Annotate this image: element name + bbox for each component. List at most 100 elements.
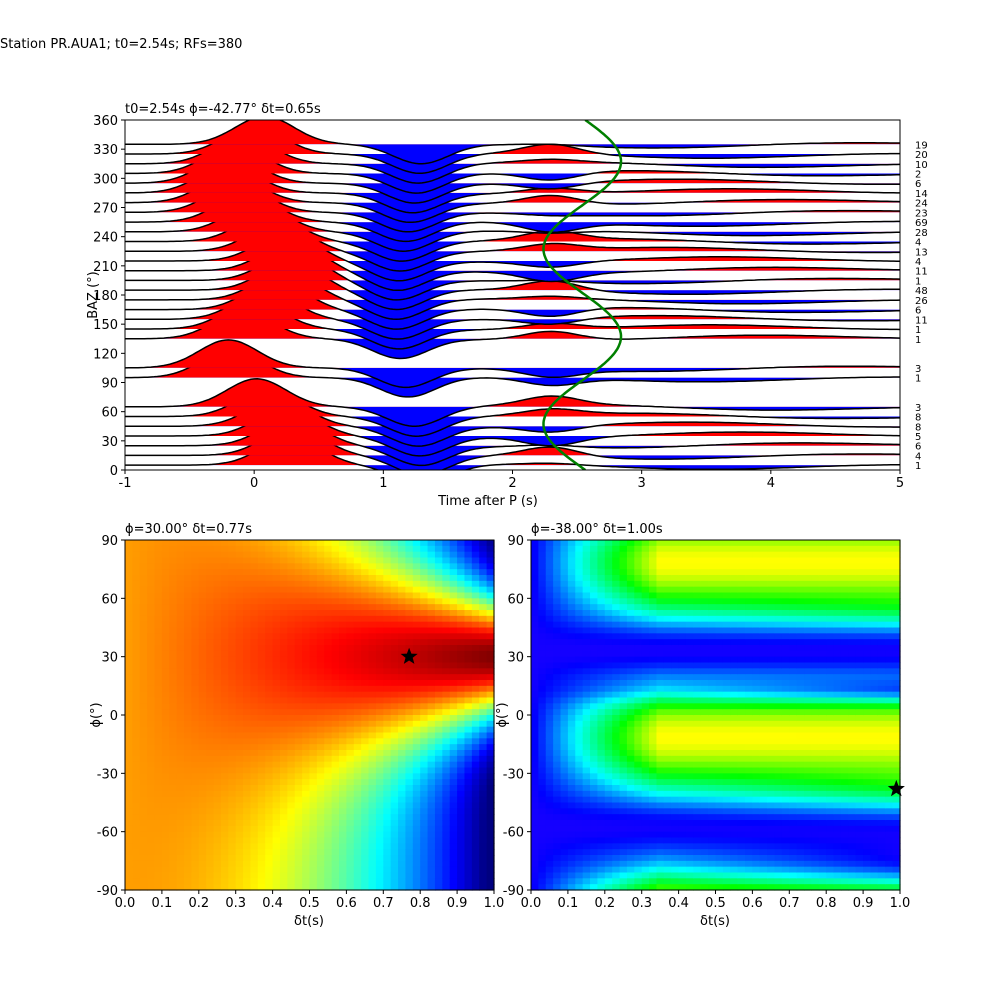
heatmap-cell xyxy=(339,790,347,798)
heatmap-cell xyxy=(198,709,207,716)
rf-bin-counts: 1465883131111626481114134286923241462102… xyxy=(915,140,928,472)
heatmap-cell xyxy=(375,709,384,716)
heatmap-cell xyxy=(590,621,599,629)
heatmap-cell xyxy=(154,855,163,862)
heatmap-cell xyxy=(368,685,377,693)
heatmap-cell xyxy=(228,545,237,553)
heatmap-cell xyxy=(708,855,717,862)
heatmap-cell xyxy=(206,598,215,605)
heatmap-cell xyxy=(663,738,672,745)
heatmap-cell xyxy=(582,726,591,734)
heatmap-cell xyxy=(582,860,591,868)
heatmap-cell xyxy=(161,744,170,751)
heatmap-cell xyxy=(346,610,355,617)
heatmap-cell xyxy=(457,569,466,576)
heatmap-cell xyxy=(590,598,599,605)
heatmap-cell xyxy=(176,598,185,605)
heatmap-cell xyxy=(309,726,318,734)
heatmap-cell xyxy=(346,825,355,833)
heatmap-cell xyxy=(597,808,606,815)
heatmap-cell xyxy=(434,843,443,850)
heatmap-cell xyxy=(287,831,296,839)
heatmap-cell xyxy=(531,761,539,769)
heatmap-cell xyxy=(220,586,229,594)
heatmap-cell xyxy=(449,820,458,827)
heatmap-cell xyxy=(139,837,148,844)
heatmap-cell xyxy=(567,610,576,617)
rf-bin-count: 11 xyxy=(915,315,928,326)
heatmap-cell xyxy=(309,615,318,623)
heatmap-cell xyxy=(294,732,303,739)
heatmap-cell xyxy=(619,580,628,588)
heatmap-cell xyxy=(132,796,141,804)
heatmap-cell xyxy=(531,575,539,582)
heatmap-cell xyxy=(250,662,259,669)
heatmap-cell xyxy=(324,720,333,728)
heatmap-cell xyxy=(161,709,170,716)
heatmap-cell xyxy=(220,674,229,681)
heatmap-cell xyxy=(154,837,163,844)
heatmap-cell xyxy=(265,796,274,804)
heatmap-cell xyxy=(309,703,318,710)
heatmap-cell xyxy=(612,732,621,739)
heatmap-cell xyxy=(294,709,303,716)
heatmap-cell xyxy=(471,761,480,769)
heatmap-cell xyxy=(531,674,539,681)
heatmap-cell xyxy=(471,825,480,833)
heatmap-cell xyxy=(656,691,665,699)
heatmap-cell xyxy=(220,551,229,559)
heatmap-cell xyxy=(339,715,347,722)
heatmap-cell xyxy=(383,796,392,804)
heatmap-cell xyxy=(309,720,318,728)
heatmap-cell xyxy=(139,569,148,576)
heatmap-cell xyxy=(442,691,451,699)
heatmap-cell xyxy=(582,674,591,681)
heatmap-cell xyxy=(649,773,658,780)
heatmap-cell xyxy=(538,785,547,792)
heatmap-cell xyxy=(486,831,495,839)
heatmap-cell xyxy=(206,796,215,804)
heatmap-cell xyxy=(147,738,156,745)
heatmap-cell xyxy=(272,691,281,699)
heatmap-cell xyxy=(560,715,569,722)
heatmap-cell xyxy=(309,860,318,868)
heatmap-cell xyxy=(250,610,259,617)
heatmap-cell xyxy=(257,738,266,745)
heatmap-cell xyxy=(309,598,318,605)
heatmap-cell xyxy=(235,843,244,850)
heatmap-cell xyxy=(538,884,547,891)
heatmap-cell xyxy=(398,750,407,757)
heatmap-cell xyxy=(265,878,274,885)
heatmap-cell xyxy=(575,662,584,669)
heatmap-cell xyxy=(361,604,370,611)
heatmap-cell xyxy=(302,773,311,780)
heatmap-cell xyxy=(228,755,237,763)
heatmap-cell xyxy=(161,540,170,547)
heatmap-cell xyxy=(309,872,318,879)
heatmap-cell xyxy=(250,767,259,774)
heatmap-cell xyxy=(479,627,488,634)
heatmap-cell xyxy=(434,849,443,856)
heatmap-cell xyxy=(398,633,407,640)
heatmap-cell xyxy=(737,738,746,745)
heatmap-cell xyxy=(154,586,163,594)
heatmap-cell xyxy=(243,843,252,850)
heatmap-cell xyxy=(250,831,259,839)
heatmap-cell xyxy=(139,563,148,570)
heatmap-cell xyxy=(294,849,303,856)
heatmap-cell xyxy=(383,557,392,564)
heatmap-cell xyxy=(353,604,362,611)
heatmap-cell xyxy=(597,732,606,739)
heatmap-cell xyxy=(316,837,325,844)
heatmap-cell xyxy=(390,855,399,862)
heatmap-cell xyxy=(693,569,702,576)
heatmap-y-tick-label: 30 xyxy=(101,651,118,666)
heatmap-cell xyxy=(139,878,148,885)
heatmap-cell xyxy=(339,633,347,640)
heatmap-cell xyxy=(715,540,724,547)
heatmap-cell xyxy=(479,744,488,751)
heatmap-cell xyxy=(169,563,178,570)
heatmap-cell xyxy=(412,697,421,704)
heatmap-cell xyxy=(737,610,746,617)
heatmap-cell xyxy=(309,662,318,669)
